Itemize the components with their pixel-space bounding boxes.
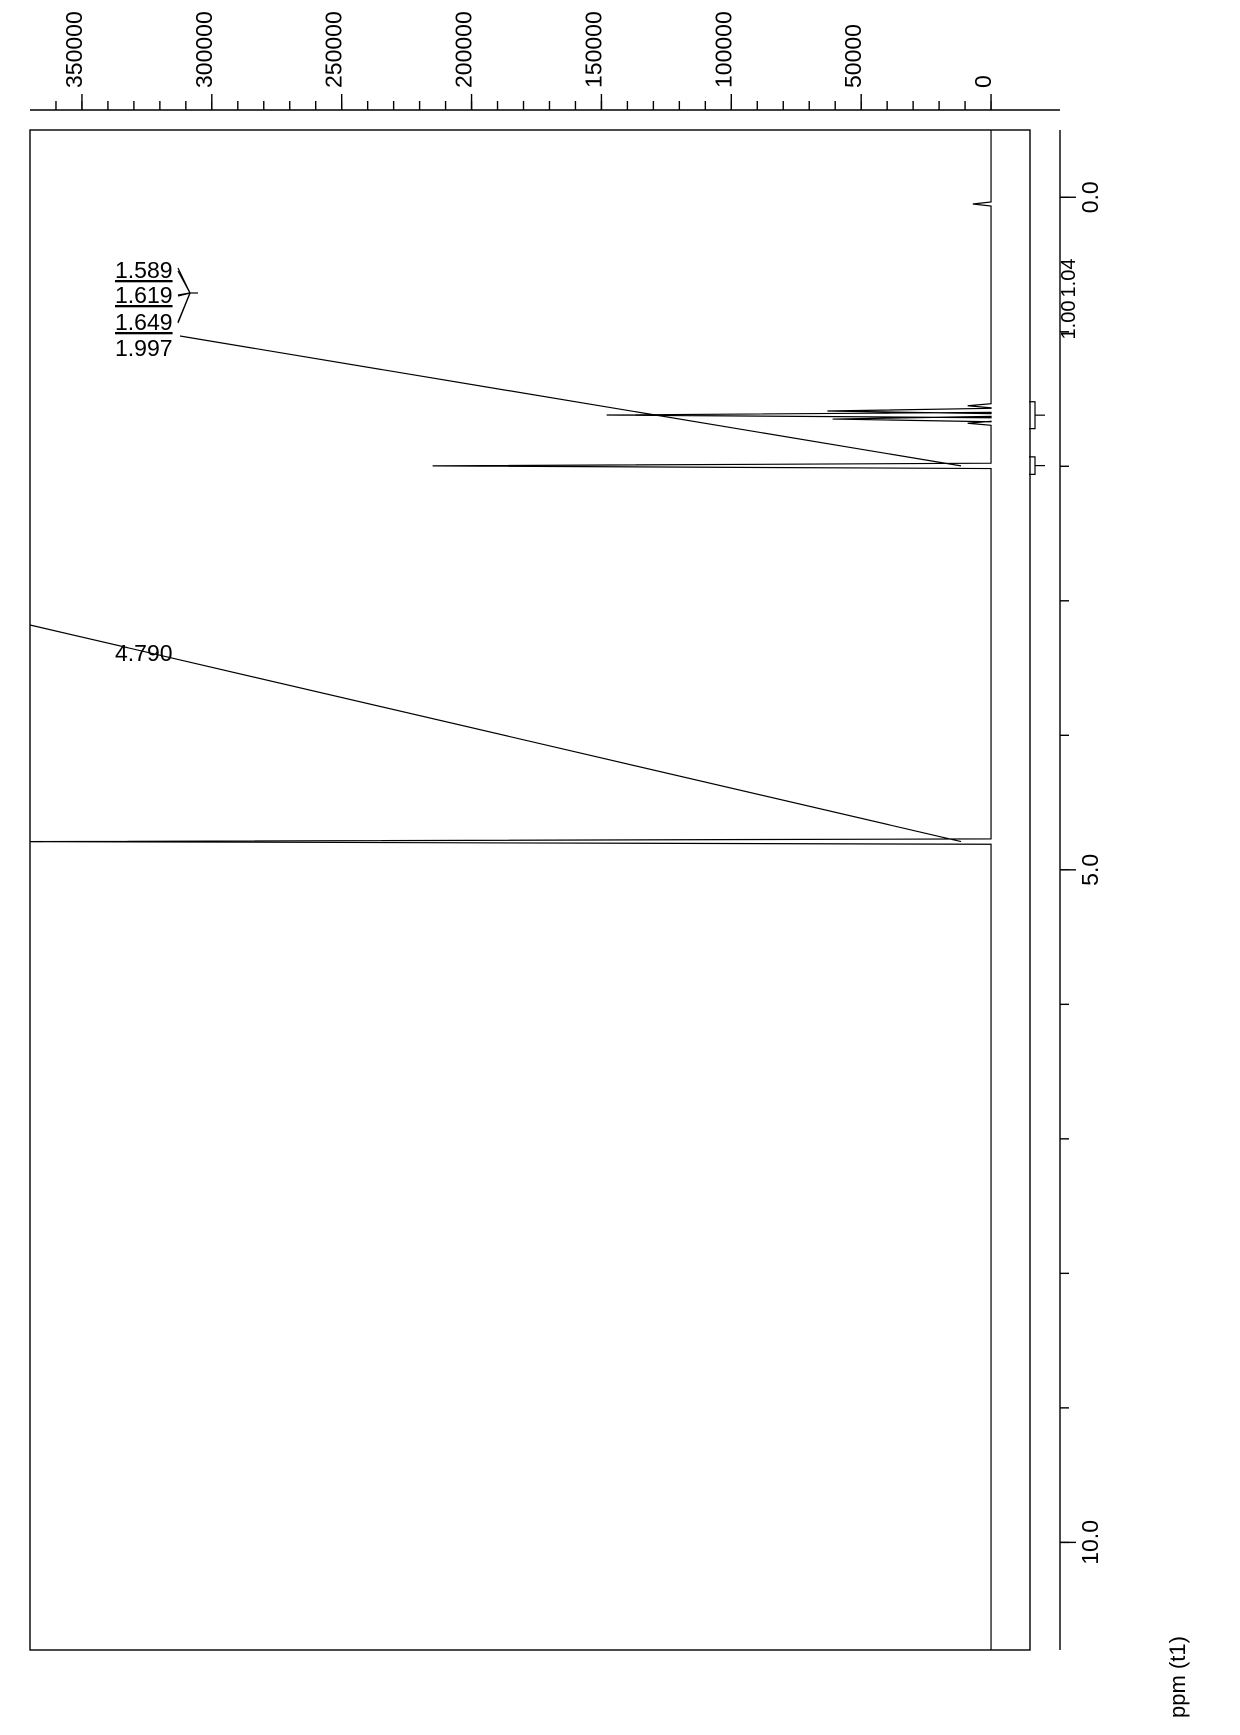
plot-border: [30, 130, 1030, 1650]
x-tick-label: 0.0: [1077, 181, 1103, 213]
peak-1p997-label: 1.997: [115, 335, 173, 361]
peak-cluster-1p6-label-0: 1.589: [115, 257, 173, 283]
y-tick-label: 200000: [451, 11, 477, 88]
y-tick-label: 50000: [840, 24, 866, 88]
spectrum-trace: [30, 130, 991, 1650]
x-axis-title: ppm (t1): [1165, 1636, 1190, 1718]
y-tick-label: 150000: [580, 11, 606, 88]
branch-triplet: [178, 268, 190, 293]
noop: [190, 293, 591, 415]
integral-1p00-label: 1.00: [1058, 301, 1080, 340]
y-tick-label: 250000: [321, 11, 347, 88]
peak-cluster-1p6-label-1: 1.619: [115, 282, 173, 308]
peak-4p790-label: 4.790: [115, 640, 173, 666]
integral-1p04-label: 1.04: [1058, 259, 1080, 298]
peak-cluster-1p6-label-2: 1.649: [115, 309, 173, 335]
y-tick-label: 300000: [191, 11, 217, 88]
y-tick-label: 0: [970, 75, 996, 88]
x-tick-label: 10.0: [1077, 1520, 1103, 1565]
nmr-spectrum: 0 50000 100000 150000 200000 250000 300000 3500…: [0, 0, 1240, 1735]
branch-triplet: [178, 293, 190, 322]
y-tick-label: 350000: [61, 11, 87, 88]
peak-1p997-branch: [180, 336, 961, 466]
peak-4p790-branch: [30, 625, 961, 842]
y-tick-label: 100000: [710, 11, 736, 88]
x-tick-label: 5.0: [1077, 854, 1103, 886]
